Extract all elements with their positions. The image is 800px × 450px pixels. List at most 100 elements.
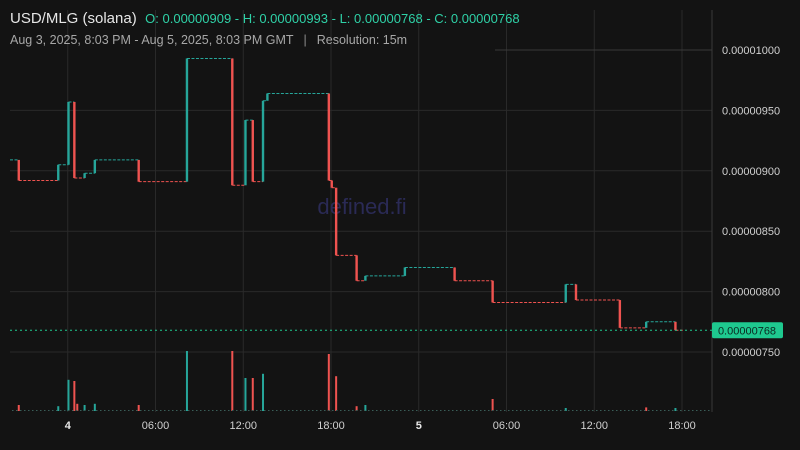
chart-header: USD/MLG (solana) O: 0.00000909 - H: 0.00… bbox=[10, 10, 520, 28]
volume-baseline-dot bbox=[348, 410, 350, 411]
volume-baseline-dot bbox=[376, 410, 378, 411]
volume-bar bbox=[355, 406, 358, 411]
volume-baseline-dot bbox=[292, 410, 294, 411]
volume-baseline-dot bbox=[472, 410, 474, 411]
volume-baseline-dot bbox=[608, 410, 610, 411]
candle bbox=[17, 159, 20, 181]
volume-bar bbox=[231, 351, 234, 411]
volume-baseline-dot bbox=[260, 410, 262, 411]
candle bbox=[244, 120, 247, 186]
date-range: Aug 3, 2025, 8:03 PM - Aug 5, 2025, 8:03… bbox=[10, 33, 294, 47]
volume-baseline-dot bbox=[240, 410, 242, 411]
time-tick-label: 12:00 bbox=[230, 420, 258, 432]
volume-baseline-dot bbox=[92, 410, 94, 411]
volume-baseline-dot bbox=[440, 410, 442, 411]
volume-baseline-dot bbox=[564, 410, 566, 411]
volume-baseline-dot bbox=[276, 410, 278, 411]
volume-baseline-dot bbox=[144, 410, 146, 411]
price-series bbox=[10, 57, 683, 331]
volume-baseline-dot bbox=[656, 410, 658, 411]
volume-bar bbox=[251, 378, 254, 411]
volume-baseline-dot bbox=[132, 410, 134, 411]
ohlc-readout: O: 0.00000909 - H: 0.00000993 - L: 0.000… bbox=[145, 11, 520, 26]
volume-baseline-dot bbox=[372, 410, 374, 411]
volume-baseline-dot bbox=[136, 410, 138, 411]
time-tick-label: 18:00 bbox=[668, 420, 696, 432]
volume-bar bbox=[335, 376, 338, 411]
candle bbox=[334, 187, 338, 256]
volume-baseline-dot bbox=[380, 410, 382, 411]
volume-baseline-dot bbox=[536, 410, 538, 411]
time-tick-label: 18:00 bbox=[317, 420, 345, 432]
volume-baseline-dot bbox=[76, 410, 78, 411]
volume-baseline-dot bbox=[364, 410, 366, 411]
volume-baseline-dot bbox=[100, 410, 102, 411]
volume-baseline-dot bbox=[72, 410, 74, 411]
volume-baseline-dot bbox=[116, 410, 118, 411]
volume-baseline-dot bbox=[28, 410, 30, 411]
volume-baseline-dot bbox=[424, 410, 426, 411]
volume-baseline-dot bbox=[208, 410, 210, 411]
candle bbox=[644, 321, 648, 328]
volume-baseline-dot bbox=[48, 410, 50, 411]
volume-baseline-dot bbox=[468, 410, 470, 411]
volume-baseline-dot bbox=[176, 410, 178, 411]
price-tick-label: 0.00000750 bbox=[722, 347, 780, 359]
volume-baseline-dot bbox=[288, 410, 290, 411]
candle bbox=[330, 180, 333, 188]
candle bbox=[266, 93, 269, 101]
volume-baseline-dot bbox=[652, 410, 654, 411]
volume-baseline-dot bbox=[704, 410, 706, 411]
volume-baseline-dot bbox=[52, 410, 54, 411]
volume-baseline-dot bbox=[152, 410, 154, 411]
time-tick-label: 12:00 bbox=[581, 420, 609, 432]
volume-baseline-dot bbox=[580, 410, 582, 411]
volume-baseline-dot bbox=[232, 410, 234, 411]
volume-baseline-dot bbox=[628, 410, 630, 411]
volume-baseline-dot bbox=[672, 410, 674, 411]
volume-baseline-dot bbox=[540, 410, 542, 411]
volume-baseline-dot bbox=[684, 410, 686, 411]
volume-baseline-dot bbox=[196, 410, 198, 411]
volume-baseline-dot bbox=[552, 410, 554, 411]
volume-baseline-dot bbox=[612, 410, 614, 411]
volume-baseline-dot bbox=[280, 410, 282, 411]
volume-baseline-dot bbox=[252, 410, 254, 411]
volume-baseline-dot bbox=[268, 410, 270, 411]
volume-baseline-dot bbox=[696, 410, 698, 411]
volume-baseline-dot bbox=[620, 410, 622, 411]
volume-baseline-dot bbox=[452, 410, 454, 411]
volume-baseline-dot bbox=[308, 410, 310, 411]
volume-baseline-dot bbox=[204, 410, 206, 411]
volume-baseline-dot bbox=[708, 410, 710, 411]
volume-baseline-dot bbox=[84, 410, 86, 411]
last-price-tag bbox=[712, 322, 783, 339]
separator: | bbox=[303, 33, 307, 47]
candle bbox=[491, 280, 494, 303]
volume-baseline-dot bbox=[68, 410, 70, 411]
volume-baseline-dot bbox=[200, 410, 202, 411]
volume-baseline-dot bbox=[668, 410, 670, 411]
volume-baseline-dot bbox=[448, 410, 450, 411]
volume-baseline-dot bbox=[164, 410, 166, 411]
candle bbox=[185, 58, 189, 182]
volume-baseline-dot bbox=[284, 410, 286, 411]
candle bbox=[57, 164, 60, 181]
volume-baseline-dot bbox=[700, 410, 702, 411]
volume-baseline-dot bbox=[64, 410, 66, 411]
volume-baseline-dot bbox=[584, 410, 586, 411]
volume-bar bbox=[491, 399, 494, 411]
volume-baseline-dot bbox=[692, 410, 694, 411]
volume-baseline-dot bbox=[180, 410, 182, 411]
volume-baseline-dot bbox=[648, 410, 650, 411]
volume-bar bbox=[674, 408, 677, 411]
volume-baseline-dot bbox=[192, 410, 194, 411]
volume-baseline-dot bbox=[600, 410, 602, 411]
candle bbox=[403, 267, 407, 276]
volume-baseline-dot bbox=[408, 410, 410, 411]
volume-baseline-dot bbox=[172, 410, 174, 411]
volume-baseline-dot bbox=[300, 410, 302, 411]
volume-baseline-dot bbox=[40, 410, 42, 411]
volume-baseline-dot bbox=[428, 410, 430, 411]
